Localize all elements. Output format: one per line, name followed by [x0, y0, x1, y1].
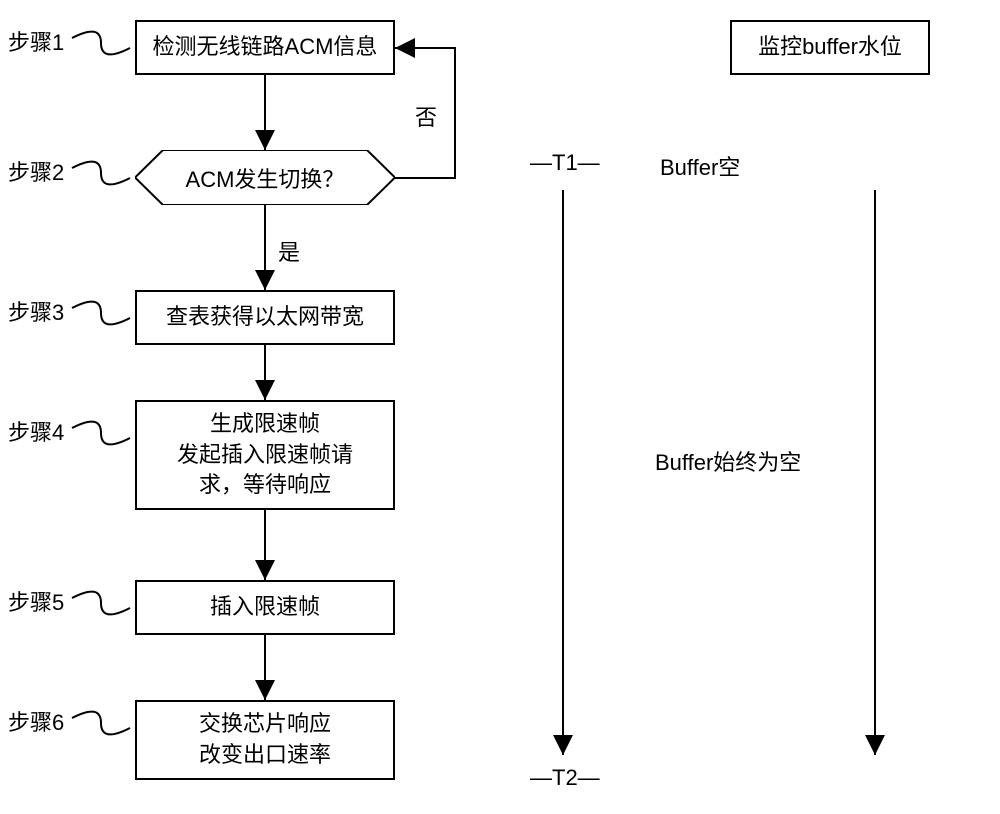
step-label-s1: 步骤1	[8, 25, 64, 57]
connector-c3	[72, 302, 130, 325]
edge-label-yes: 是	[278, 235, 300, 267]
box-b5: 插入限速帧	[135, 580, 395, 635]
step-label-s5: 步骤5	[8, 585, 64, 617]
box-text-b3: 查表获得以太网带宽	[166, 302, 364, 333]
box-text-b2: ACM发生切换？	[186, 162, 345, 194]
box-text-b1: 检测无线链路ACM信息	[153, 32, 378, 63]
box-text-b6: 交换芯片响应 改变出口速率	[199, 709, 331, 771]
box-text-monitor: 监控buffer水位	[758, 32, 902, 63]
box-b2: ACM发生切换？	[135, 150, 395, 205]
timeline-t2: —T2—	[530, 765, 600, 791]
box-text-b4: 生成限速帧 发起插入限速帧请 求，等待响应	[177, 409, 353, 501]
timeline-t1: —T1—	[530, 150, 600, 176]
connector-c4	[72, 422, 130, 445]
connector-c1	[72, 32, 130, 55]
timeline-buffer_empty: Buffer空	[660, 150, 740, 182]
box-b4: 生成限速帧 发起插入限速帧请 求，等待响应	[135, 400, 395, 510]
box-text-b5: 插入限速帧	[210, 592, 320, 623]
connector-c5	[72, 592, 130, 615]
box-b6: 交换芯片响应 改变出口速率	[135, 700, 395, 780]
step-label-s2: 步骤2	[8, 155, 64, 187]
step-label-s4: 步骤4	[8, 415, 64, 447]
step-label-s3: 步骤3	[8, 295, 64, 327]
connector-c6	[72, 712, 130, 735]
step-label-s6: 步骤6	[8, 705, 64, 737]
timeline-buffer_always_empty: Buffer始终为空	[655, 445, 801, 477]
box-monitor: 监控buffer水位	[730, 20, 930, 75]
box-b3: 查表获得以太网带宽	[135, 290, 395, 345]
box-b1: 检测无线链路ACM信息	[135, 20, 395, 75]
connector-c2	[72, 162, 130, 185]
edge-label-no: 否	[415, 100, 437, 132]
